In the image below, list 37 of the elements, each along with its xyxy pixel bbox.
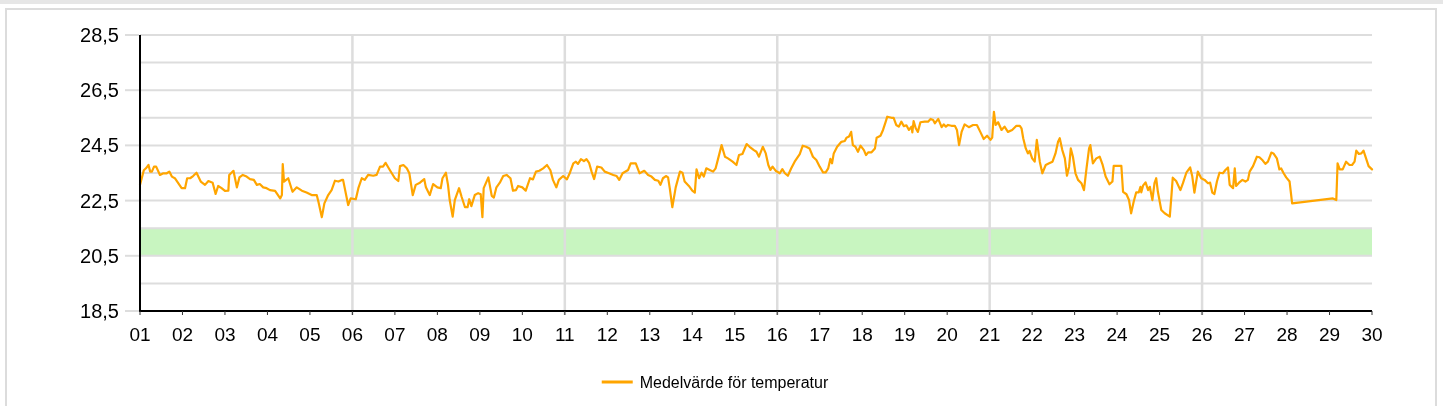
x-tick-label: 20 bbox=[936, 323, 958, 345]
x-tick-label: 11 bbox=[554, 323, 575, 345]
x-tick-label: 18 bbox=[851, 323, 873, 345]
x-tick-label: 13 bbox=[639, 323, 661, 345]
x-tick-label: 05 bbox=[299, 323, 321, 345]
x-tick-label: 19 bbox=[894, 323, 916, 345]
x-tick-label: 23 bbox=[1064, 323, 1086, 345]
y-tick-label: 18,5 bbox=[80, 300, 119, 322]
x-tick-label: 26 bbox=[1191, 323, 1213, 345]
x-tick-label: 08 bbox=[426, 323, 448, 345]
x-tick-label: 10 bbox=[511, 323, 533, 345]
x-tick-label: 07 bbox=[384, 323, 406, 345]
x-tick-label: 17 bbox=[809, 323, 831, 345]
y-tick-label: 24,5 bbox=[80, 134, 119, 157]
y-tick-label: 26,5 bbox=[80, 79, 119, 102]
y-tick-label: 22,5 bbox=[80, 189, 119, 212]
x-tick-label: 15 bbox=[724, 323, 746, 345]
x-tick-label: 12 bbox=[596, 323, 618, 345]
x-tick-label: 24 bbox=[1106, 323, 1129, 345]
y-tick-label: 20,5 bbox=[80, 244, 119, 267]
legend-label: Medelvärde för temperatur bbox=[639, 373, 829, 391]
x-tick-label: 06 bbox=[341, 323, 363, 345]
y-tick-label: 28,5 bbox=[80, 24, 119, 46]
x-tick-label: 29 bbox=[1318, 323, 1341, 345]
x-tick-label: 01 bbox=[129, 323, 151, 345]
x-tick-label: 21 bbox=[979, 323, 1001, 345]
x-tick-label: 09 bbox=[469, 323, 491, 345]
x-tick-label: 28 bbox=[1276, 323, 1298, 345]
x-tick-label: 22 bbox=[1021, 323, 1043, 345]
x-tick-label: 03 bbox=[214, 323, 236, 345]
x-tick-label: 25 bbox=[1149, 323, 1171, 345]
x-tick-label: 04 bbox=[256, 323, 279, 345]
x-tick-label: 30 bbox=[1361, 323, 1383, 345]
x-tick-label: 14 bbox=[681, 323, 704, 345]
x-tick-label: 16 bbox=[766, 323, 788, 345]
x-tick-label: 27 bbox=[1233, 323, 1256, 345]
x-tick-label: 02 bbox=[171, 323, 194, 345]
